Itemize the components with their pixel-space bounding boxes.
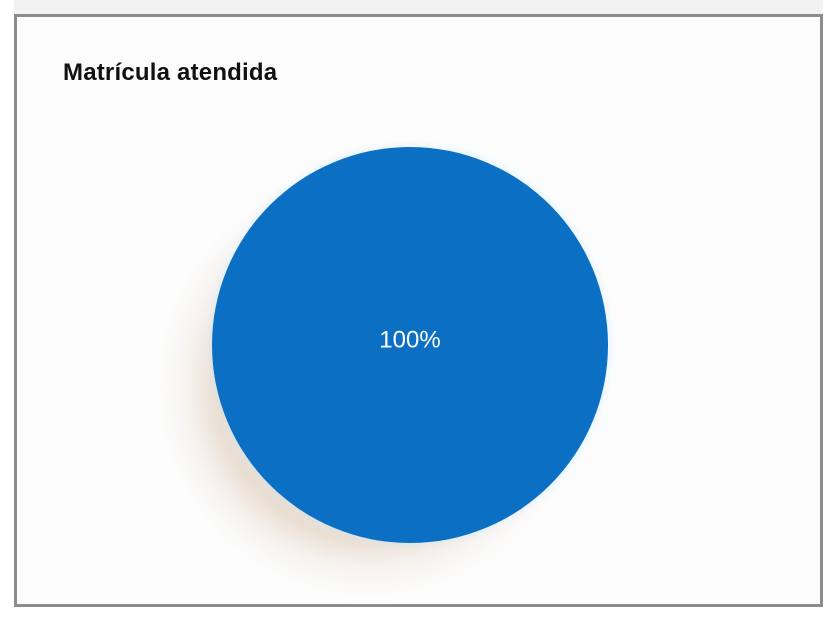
pie-slice-label: 100%	[379, 326, 440, 353]
pie-slice[interactable]	[212, 147, 608, 543]
pie-layer: 100%	[147, 139, 616, 608]
chart-title: Matrícula atendida	[63, 59, 278, 86]
top-strip	[14, 0, 823, 14]
